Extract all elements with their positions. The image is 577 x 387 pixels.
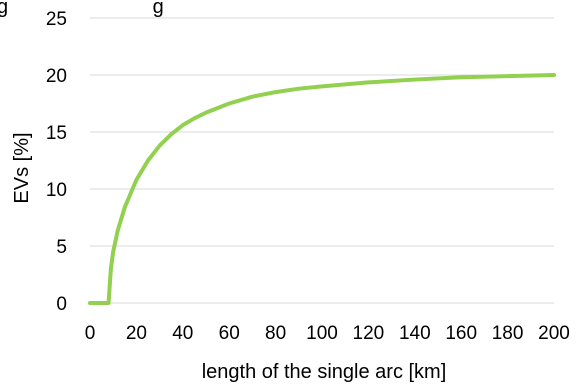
- x-axis-title: length of the single arc [km]: [202, 361, 447, 383]
- x-tick-label-40: 40: [172, 323, 193, 344]
- y-axis-title: EVs [%]: [11, 132, 33, 203]
- x-tick-label-160: 160: [445, 323, 477, 344]
- x-axis-ticks: 0 20 40 60 80 100 120 140 160 180 200: [85, 323, 570, 344]
- y-tick-label-15: 15: [46, 123, 67, 144]
- chart-title-partial: g g: [0, 0, 164, 18]
- x-tick-label-100: 100: [306, 323, 338, 344]
- y-tick-label-0: 0: [56, 294, 67, 315]
- x-tick-label-140: 140: [399, 323, 431, 344]
- gridlines: [90, 17, 554, 304]
- x-tick-label-200: 200: [538, 323, 570, 344]
- x-tick-label-120: 120: [353, 323, 385, 344]
- y-tick-label-25: 25: [46, 9, 67, 30]
- x-tick-label-60: 60: [219, 323, 240, 344]
- y-tick-label-20: 20: [46, 66, 67, 87]
- x-tick-label-80: 80: [265, 323, 286, 344]
- y-axis-ticks: 0 5 10 15 20 25: [46, 9, 67, 315]
- y-tick-label-5: 5: [56, 237, 67, 258]
- x-tick-label-180: 180: [492, 323, 524, 344]
- x-tick-label-0: 0: [85, 323, 96, 344]
- x-tick-label-20: 20: [126, 323, 147, 344]
- y-tick-label-10: 10: [46, 180, 67, 201]
- series-line-0: [88, 73, 556, 305]
- series-lines: [88, 73, 556, 305]
